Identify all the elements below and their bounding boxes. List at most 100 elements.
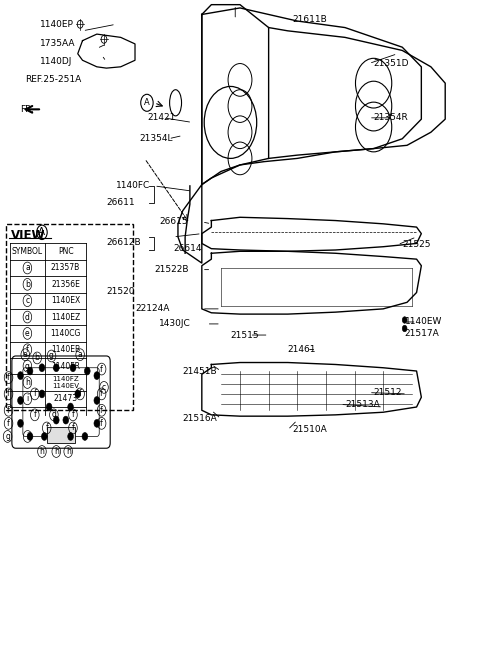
Text: 26615: 26615 <box>159 217 188 227</box>
Text: 1140EP: 1140EP <box>39 20 73 29</box>
Text: VIEW: VIEW <box>11 229 46 242</box>
Text: b: b <box>25 280 30 289</box>
Text: 21354R: 21354R <box>373 114 408 122</box>
Text: f: f <box>100 365 103 374</box>
Text: f: f <box>7 406 10 415</box>
Text: SYMBOL: SYMBOL <box>12 247 43 256</box>
Text: 26612B: 26612B <box>107 238 141 246</box>
Circle shape <box>68 432 73 440</box>
Text: f: f <box>45 424 48 432</box>
Text: A: A <box>144 99 150 107</box>
Circle shape <box>94 419 100 427</box>
Text: 21356E: 21356E <box>51 280 80 289</box>
Text: f: f <box>7 419 10 428</box>
Text: g: g <box>5 432 10 441</box>
Text: FR.: FR. <box>21 105 35 114</box>
Text: 26611: 26611 <box>107 198 135 208</box>
Text: 1430JC: 1430JC <box>159 319 191 328</box>
Text: f: f <box>100 419 103 428</box>
Circle shape <box>68 403 73 411</box>
Text: A: A <box>38 227 46 237</box>
Text: f: f <box>100 406 103 415</box>
Text: 21520: 21520 <box>107 287 135 296</box>
Text: 1140FR: 1140FR <box>51 361 80 371</box>
Text: 1140FC: 1140FC <box>116 181 150 191</box>
Circle shape <box>18 372 24 380</box>
Text: i: i <box>26 394 28 403</box>
Circle shape <box>402 325 407 332</box>
Text: g: g <box>49 351 54 361</box>
Circle shape <box>27 432 33 440</box>
Text: f: f <box>7 390 10 398</box>
Text: f: f <box>100 390 103 398</box>
Text: f: f <box>7 373 10 382</box>
Text: b: b <box>35 353 40 363</box>
Text: 1140FZ: 1140FZ <box>52 376 79 382</box>
Circle shape <box>75 390 81 398</box>
Text: 21510A: 21510A <box>292 425 327 434</box>
Text: c: c <box>102 383 106 392</box>
Circle shape <box>39 390 45 398</box>
Text: h: h <box>66 447 71 456</box>
Text: h: h <box>39 447 44 456</box>
Circle shape <box>41 432 47 440</box>
Text: 21515: 21515 <box>230 330 259 340</box>
Circle shape <box>94 397 100 405</box>
Text: 21513A: 21513A <box>345 400 380 409</box>
Text: d: d <box>51 411 56 419</box>
Circle shape <box>402 317 407 323</box>
Text: REF.25-251A: REF.25-251A <box>25 76 82 84</box>
Text: f: f <box>26 346 29 354</box>
Text: g: g <box>25 361 30 371</box>
Text: 21516A: 21516A <box>183 415 217 423</box>
Text: 21522B: 21522B <box>154 265 189 274</box>
Text: f: f <box>72 424 74 432</box>
Circle shape <box>39 364 45 372</box>
Text: 21517A: 21517A <box>405 329 439 338</box>
Circle shape <box>63 416 69 424</box>
Circle shape <box>70 364 76 372</box>
Circle shape <box>27 367 33 375</box>
Text: a: a <box>78 350 83 359</box>
Text: PNC: PNC <box>58 247 73 256</box>
Text: 21461: 21461 <box>288 345 316 354</box>
Circle shape <box>94 372 100 380</box>
Text: h: h <box>54 447 59 456</box>
Text: h: h <box>25 378 30 387</box>
Text: 21357B: 21357B <box>51 263 80 273</box>
Circle shape <box>53 416 59 424</box>
Text: 1140CG: 1140CG <box>50 329 81 338</box>
Text: 1140EZ: 1140EZ <box>51 313 80 321</box>
FancyBboxPatch shape <box>47 426 75 443</box>
Text: 1140DJ: 1140DJ <box>39 57 72 66</box>
Text: d: d <box>25 313 30 321</box>
Text: f: f <box>72 411 74 419</box>
Text: 1140EV: 1140EV <box>52 384 79 390</box>
Text: 26614: 26614 <box>173 244 202 253</box>
Text: f: f <box>34 411 36 419</box>
Text: 21451B: 21451B <box>183 367 217 376</box>
Circle shape <box>82 432 88 440</box>
Text: e: e <box>23 350 27 359</box>
Text: i: i <box>26 432 29 441</box>
Circle shape <box>46 403 52 411</box>
Text: c: c <box>25 296 29 306</box>
Text: 21525: 21525 <box>402 240 431 249</box>
Text: 21351D: 21351D <box>373 59 409 68</box>
Text: 21611B: 21611B <box>292 15 327 24</box>
Text: 1140EX: 1140EX <box>51 296 80 306</box>
Text: f: f <box>34 390 36 398</box>
Text: e: e <box>25 329 30 338</box>
Text: 1140EB: 1140EB <box>51 346 80 354</box>
Text: 1735AA: 1735AA <box>39 39 75 49</box>
Text: f: f <box>79 390 82 398</box>
Circle shape <box>53 364 59 372</box>
Text: 22124A: 22124A <box>135 304 169 313</box>
Text: a: a <box>25 263 30 273</box>
Circle shape <box>18 397 24 405</box>
Text: 21421: 21421 <box>147 114 175 122</box>
Text: 21354L: 21354L <box>140 134 173 143</box>
Text: 21512: 21512 <box>373 388 402 397</box>
Text: 1140EW: 1140EW <box>405 317 442 327</box>
Circle shape <box>18 419 24 427</box>
